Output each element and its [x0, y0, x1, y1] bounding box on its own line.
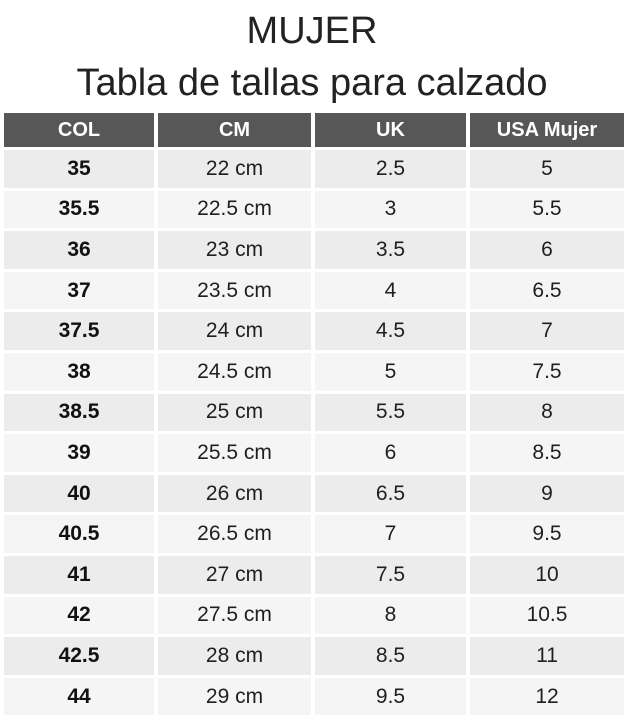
cell-col: 41 — [4, 555, 154, 594]
cell-uk: 5.5 — [315, 393, 466, 432]
cell-usa: 9.5 — [470, 515, 624, 553]
cell-col: 40 — [4, 474, 154, 513]
cell-usa: 5 — [470, 150, 624, 188]
table-row: 40 26 cm 6.5 9 — [4, 474, 624, 513]
table-row: 42.5 28 cm 8.5 11 — [4, 637, 624, 675]
cell-cm: 27.5 cm — [158, 596, 311, 635]
cell-usa: 8 — [470, 393, 624, 432]
cell-col: 44 — [4, 677, 154, 716]
cell-uk: 5 — [315, 352, 466, 391]
table-row: 37 23.5 cm 4 6.5 — [4, 271, 624, 310]
cell-uk: 6 — [315, 434, 466, 472]
column-header-col: COL — [4, 113, 154, 147]
cell-uk: 3 — [315, 190, 466, 229]
header-row: COL CM UK USA Mujer — [4, 113, 624, 147]
cell-uk: 7.5 — [315, 555, 466, 594]
table-row: 38.5 25 cm 5.5 8 — [4, 393, 624, 432]
cell-cm: 24.5 cm — [158, 352, 311, 391]
table-row: 36 23 cm 3.5 6 — [4, 231, 624, 269]
cell-col: 35 — [4, 150, 154, 188]
cell-uk: 2.5 — [315, 150, 466, 188]
cell-cm: 25.5 cm — [158, 434, 311, 472]
cell-uk: 9.5 — [315, 677, 466, 716]
page-subtitle: Tabla de tallas para calzado — [76, 62, 548, 104]
column-header-usa-mujer: USA Mujer — [470, 113, 624, 147]
cell-uk: 6.5 — [315, 474, 466, 513]
cell-usa: 11 — [470, 637, 624, 675]
cell-usa: 8.5 — [470, 434, 624, 472]
cell-usa: 10 — [470, 555, 624, 594]
table-row: 42 27.5 cm 8 10.5 — [4, 596, 624, 635]
cell-cm: 28 cm — [158, 637, 311, 675]
cell-uk: 4 — [315, 271, 466, 310]
cell-uk: 8.5 — [315, 637, 466, 675]
cell-col: 39 — [4, 434, 154, 472]
cell-cm: 23 cm — [158, 231, 311, 269]
cell-uk: 7 — [315, 515, 466, 553]
cell-col: 40.5 — [4, 515, 154, 553]
cell-col: 36 — [4, 231, 154, 269]
table-row: 44 29 cm 9.5 12 — [4, 677, 624, 716]
table-row: 35.5 22.5 cm 3 5.5 — [4, 190, 624, 229]
table-row: 37.5 24 cm 4.5 7 — [4, 312, 624, 350]
cell-col: 38.5 — [4, 393, 154, 432]
cell-col: 37.5 — [4, 312, 154, 350]
table-row: 38 24.5 cm 5 7.5 — [4, 352, 624, 391]
cell-uk: 3.5 — [315, 231, 466, 269]
cell-uk: 4.5 — [315, 312, 466, 350]
cell-usa: 9 — [470, 474, 624, 513]
cell-uk: 8 — [315, 596, 466, 635]
cell-col: 38 — [4, 352, 154, 391]
column-header-cm: CM — [158, 113, 311, 147]
cell-usa: 6.5 — [470, 271, 624, 310]
page-title: MUJER — [246, 10, 378, 52]
cell-cm: 27 cm — [158, 555, 311, 594]
column-header-uk: UK — [315, 113, 466, 147]
cell-col: 42.5 — [4, 637, 154, 675]
cell-usa: 5.5 — [470, 190, 624, 229]
cell-cm: 22.5 cm — [158, 190, 311, 229]
cell-usa: 10.5 — [470, 596, 624, 635]
cell-usa: 6 — [470, 231, 624, 269]
table-row: 40.5 26.5 cm 7 9.5 — [4, 515, 624, 553]
table-row: 41 27 cm 7.5 10 — [4, 555, 624, 594]
size-table: COL CM UK USA Mujer 35 22 cm 2.5 5 35.5 … — [0, 110, 624, 718]
cell-cm: 23.5 cm — [158, 271, 311, 310]
table-row: 35 22 cm 2.5 5 — [4, 150, 624, 188]
cell-usa: 12 — [470, 677, 624, 716]
cell-cm: 25 cm — [158, 393, 311, 432]
cell-col: 42 — [4, 596, 154, 635]
cell-cm: 22 cm — [158, 150, 311, 188]
cell-cm: 24 cm — [158, 312, 311, 350]
cell-cm: 26 cm — [158, 474, 311, 513]
cell-usa: 7 — [470, 312, 624, 350]
cell-usa: 7.5 — [470, 352, 624, 391]
size-table-body: 35 22 cm 2.5 5 35.5 22.5 cm 3 5.5 36 23 … — [4, 150, 624, 716]
cell-cm: 26.5 cm — [158, 515, 311, 553]
cell-col: 35.5 — [4, 190, 154, 229]
table-row: 39 25.5 cm 6 8.5 — [4, 434, 624, 472]
cell-col: 37 — [4, 271, 154, 310]
cell-cm: 29 cm — [158, 677, 311, 716]
size-table-header: COL CM UK USA Mujer — [4, 113, 624, 147]
